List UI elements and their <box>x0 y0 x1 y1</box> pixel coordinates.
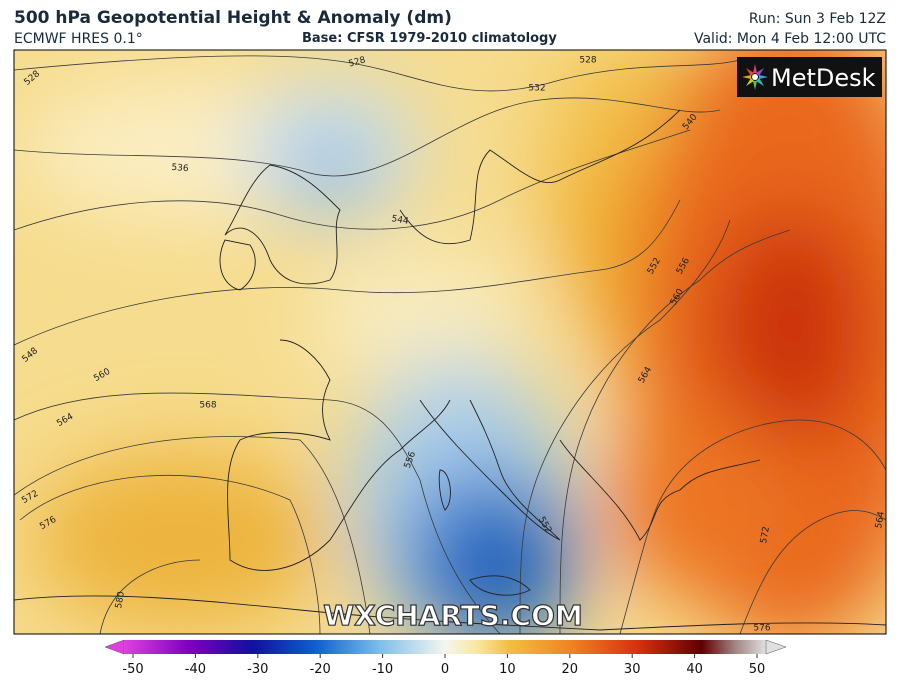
colorbar-min-arrow <box>104 639 125 655</box>
coastlines <box>14 109 886 631</box>
logo-text: MetDesk <box>771 64 876 92</box>
contour-label: 532 <box>528 84 545 94</box>
contour-label: 564 <box>874 510 887 529</box>
colorbar-tick-label: 10 <box>499 662 516 677</box>
contour-label: 528 <box>579 56 596 66</box>
map-frame <box>13 49 887 635</box>
base: Base: CFSR 1979-2010 climatology <box>302 31 557 46</box>
colorbar-tick-label: -40 <box>185 662 206 677</box>
colorbar-tick-label: -10 <box>372 662 393 677</box>
contour-label: 568 <box>199 401 216 411</box>
title: 500 hPa Geopotential Height & Anomaly (d… <box>14 8 452 28</box>
contour-label: 536 <box>171 163 189 174</box>
anomaly-field <box>14 50 886 634</box>
colorbar-tick-label: 0 <box>441 662 449 677</box>
contour-label: 580 <box>114 590 127 609</box>
colorbar-max-arrow <box>765 639 787 655</box>
colorbar <box>124 640 766 654</box>
model: ECMWF HRES 0.1° <box>14 31 143 47</box>
colorbar-tick-label: -20 <box>310 662 331 677</box>
colorbar-tick-label: 40 <box>686 662 703 677</box>
colorbar-tick-label: 30 <box>624 662 641 677</box>
valid: Valid: Mon 4 Feb 12:00 UTC <box>693 31 886 47</box>
contour-label: 544 <box>391 214 410 227</box>
colorbar-tick-label: -30 <box>247 662 268 677</box>
contour-label: 576 <box>753 624 770 634</box>
contour-label: 572 <box>759 526 772 545</box>
contour-label: 528 <box>348 55 367 69</box>
colorbar-tick-label: 50 <box>749 662 766 677</box>
colorbar-tick-label: -50 <box>122 662 143 677</box>
logo-icon <box>742 64 768 90</box>
run: Run: Sun 3 Feb 12Z <box>748 11 886 27</box>
colorbar-tick-label: 20 <box>562 662 579 677</box>
contours <box>14 55 886 634</box>
watermark: WXCHARTS.COM <box>323 599 583 632</box>
